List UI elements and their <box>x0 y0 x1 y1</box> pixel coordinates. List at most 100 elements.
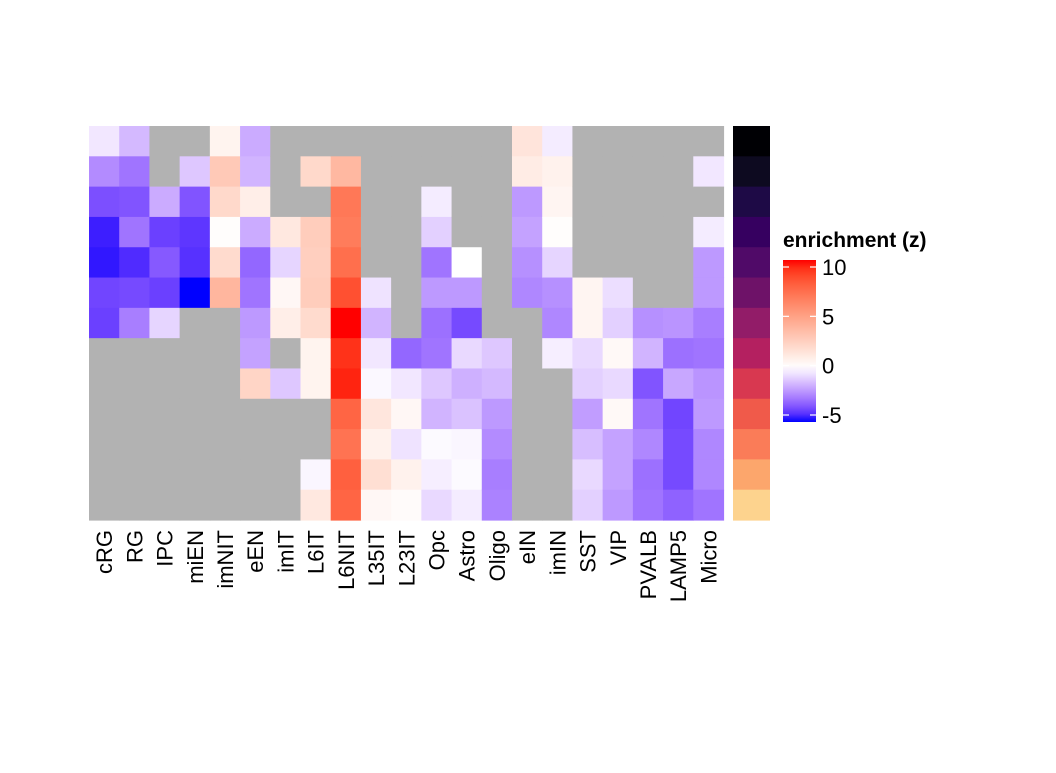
heatmap-cell <box>240 156 271 188</box>
heatmap-cell <box>179 338 211 370</box>
heatmap-cell <box>481 277 513 309</box>
heatmap-cell <box>572 459 604 491</box>
heatmap-cell <box>542 398 574 430</box>
heatmap-cell <box>300 307 332 339</box>
column-label: L6IT <box>304 530 329 574</box>
heatmap-cell <box>209 156 241 188</box>
heatmap-cell <box>693 368 725 400</box>
heatmap-cell <box>632 247 664 279</box>
row-annotation-cell <box>733 156 770 188</box>
heatmap-cell <box>149 186 181 218</box>
heatmap-cell <box>542 216 574 248</box>
heatmap-cell <box>330 489 362 521</box>
heatmap-cell <box>693 156 725 188</box>
heatmap-cell <box>119 216 151 248</box>
heatmap-cell <box>89 247 120 279</box>
heatmap-cell <box>391 338 422 370</box>
heatmap-cell <box>663 459 694 491</box>
heatmap-cell <box>89 216 120 248</box>
heatmap-cell <box>481 216 513 248</box>
heatmap-cell <box>451 277 483 309</box>
heatmap-cell <box>330 307 362 339</box>
heatmap-cell <box>149 126 181 157</box>
heatmap-cell <box>421 368 453 400</box>
heatmap-cell <box>89 126 120 157</box>
heatmap-cell <box>693 429 725 460</box>
heatmap-cell <box>179 247 211 279</box>
column-label: SST <box>576 530 601 573</box>
heatmap-cell <box>572 368 604 400</box>
row-annotation-cell <box>733 459 770 491</box>
column-label: imIT <box>273 530 298 573</box>
column-label: VIP <box>606 530 631 565</box>
heatmap-cell <box>89 338 120 370</box>
heatmap-cell <box>360 126 392 157</box>
heatmap-cell <box>421 459 453 491</box>
heatmap-cell <box>300 489 332 521</box>
heatmap-cell <box>512 156 543 188</box>
heatmap-cell <box>270 216 302 248</box>
heatmap-cell <box>270 398 302 430</box>
heatmap-cell <box>300 216 332 248</box>
heatmap-cell <box>663 307 694 339</box>
heatmap-cell <box>632 277 664 309</box>
heatmap-cell <box>512 216 543 248</box>
column-label: PVALB <box>636 530 661 599</box>
row-annotation-cell <box>733 216 770 248</box>
heatmap-cell <box>119 186 151 218</box>
legend-colorbar <box>783 260 816 422</box>
heatmap-cell <box>149 277 181 309</box>
heatmap-cell <box>391 277 422 309</box>
heatmap-cell <box>391 186 422 218</box>
row-annotation-cell <box>733 126 770 157</box>
heatmap-cell <box>602 156 634 188</box>
heatmap-cell <box>663 429 694 460</box>
heatmap-cell <box>512 277 543 309</box>
heatmap-cell <box>693 186 725 218</box>
heatmap-cell <box>693 126 725 157</box>
heatmap-cell <box>512 398 543 430</box>
heatmap-cell <box>330 277 362 309</box>
column-label: Micro <box>696 530 721 584</box>
heatmap-cell <box>481 489 513 521</box>
heatmap-cell <box>663 398 694 430</box>
heatmap-cell <box>542 156 574 188</box>
heatmap-cell <box>572 398 604 430</box>
heatmap-cell <box>209 489 241 521</box>
heatmap-cell <box>451 247 483 279</box>
heatmap-cell <box>360 368 392 400</box>
heatmap-cell <box>602 277 634 309</box>
heatmap-cell <box>300 368 332 400</box>
heatmap-cell <box>270 307 302 339</box>
heatmap-cell <box>149 216 181 248</box>
heatmap-cell <box>119 156 151 188</box>
heatmap-cell <box>330 398 362 430</box>
heatmap-cell <box>330 186 362 218</box>
heatmap-cell <box>240 398 271 430</box>
heatmap-cell <box>663 368 694 400</box>
heatmap-cell <box>632 489 664 521</box>
heatmap-cell <box>572 307 604 339</box>
heatmap-cell <box>300 429 332 460</box>
column-label: imNIT <box>213 530 238 589</box>
heatmap-cell <box>572 277 604 309</box>
heatmap-cell <box>421 216 453 248</box>
heatmap-cell <box>270 368 302 400</box>
heatmap-cell <box>149 368 181 400</box>
heatmap-cell <box>542 429 574 460</box>
heatmap-cell <box>542 338 574 370</box>
heatmap-cell <box>89 277 120 309</box>
heatmap-cell <box>179 459 211 491</box>
heatmap-cell <box>632 398 664 430</box>
heatmap-cell <box>391 307 422 339</box>
heatmap-cell <box>391 216 422 248</box>
heatmap-cell <box>330 156 362 188</box>
heatmap-cell <box>632 126 664 157</box>
heatmap-cell <box>149 156 181 188</box>
heatmap-cell <box>663 489 694 521</box>
column-label: cRG <box>92 530 117 574</box>
heatmap-cell <box>602 126 634 157</box>
column-label: imIN <box>545 530 570 575</box>
heatmap-cell <box>663 156 694 188</box>
row-annotation-cell <box>733 429 770 460</box>
